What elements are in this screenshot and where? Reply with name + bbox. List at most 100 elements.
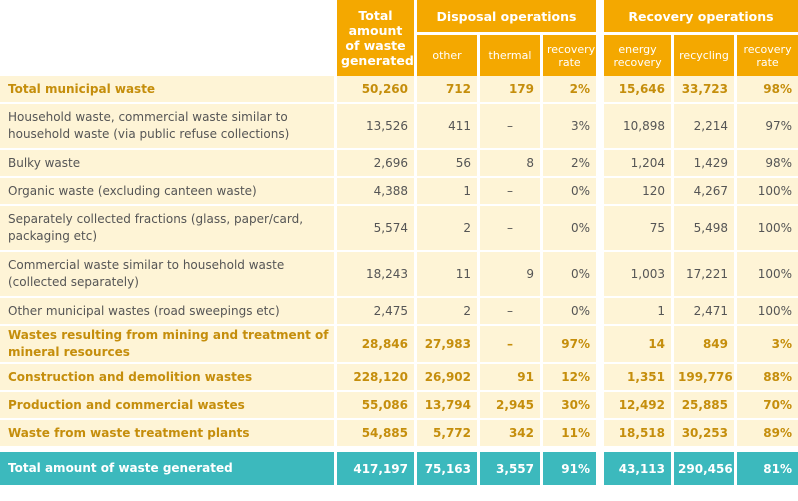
row-value: 18,243 (334, 252, 414, 298)
row-label: Household waste, commercial waste simila… (0, 104, 334, 150)
header-recovery-rate: recovery rate (734, 32, 798, 76)
row-value: 179 (477, 76, 540, 104)
total-row-label: Total amount of waste generated (0, 452, 334, 485)
row-value: 26,902 (414, 364, 477, 392)
header-disposal: Disposal operations (414, 0, 597, 32)
table-row: Construction and demolition wastes 228,12… (0, 364, 798, 392)
header-recovery-energy: energy recovery (596, 32, 672, 76)
row-value: 30% (540, 392, 597, 420)
row-value: 100% (734, 252, 798, 298)
row-value: 0% (540, 178, 597, 206)
row-value: 28,846 (334, 326, 414, 364)
row-value: 50,260 (334, 76, 414, 104)
row-value: 25,885 (671, 392, 735, 420)
total-row-value: 3,557 (477, 452, 540, 485)
row-value: 8 (477, 150, 540, 178)
row-value: 17,221 (671, 252, 735, 298)
row-value: 75 (596, 206, 672, 252)
row-value: 4,267 (671, 178, 735, 206)
header-total-line: Total (358, 8, 393, 23)
row-value: 411 (414, 104, 477, 150)
total-row-value: 43,113 (596, 452, 672, 485)
row-value: – (477, 326, 540, 364)
row-value: 100% (734, 206, 798, 252)
row-value: 27,983 (414, 326, 477, 364)
header-disposal-other: other (414, 32, 477, 76)
row-value: 2 (414, 206, 477, 252)
row-value: 0% (540, 298, 597, 326)
row-value: 849 (671, 326, 735, 364)
row-value: 0% (540, 252, 597, 298)
table-row: Separately collected fractions (glass, p… (0, 206, 798, 252)
row-label: Organic waste (excluding canteen waste) (0, 178, 334, 206)
row-value: – (477, 104, 540, 150)
row-label: Bulky waste (0, 150, 334, 178)
row-value: 2% (540, 76, 597, 104)
table-row: Bulky waste 2,696 56 8 2% 1,204 1,429 98% (0, 150, 798, 178)
row-value: 120 (596, 178, 672, 206)
row-value: 2,696 (334, 150, 414, 178)
row-label: Production and commercial wastes (0, 392, 334, 420)
row-value: 3% (540, 104, 597, 150)
total-row: Total amount of waste generated 417,197 … (0, 452, 798, 485)
row-value: 228,120 (334, 364, 414, 392)
header-disposal-thermal: thermal (477, 32, 540, 76)
table-body: Total municipal waste 50,260 712 179 2% 15,64… (0, 76, 798, 448)
row-label: Commercial waste similar to household wa… (0, 252, 334, 298)
row-label: Total municipal waste (0, 76, 334, 104)
row-label: Construction and demolition wastes (0, 364, 334, 392)
row-value: 11 (414, 252, 477, 298)
header-total-line: amount (348, 23, 403, 38)
row-value: 12,492 (596, 392, 672, 420)
row-value: 14 (596, 326, 672, 364)
row-value: 5,574 (334, 206, 414, 252)
header-total: Total amount of waste generated (334, 0, 414, 76)
row-value: 100% (734, 298, 798, 326)
row-value: 13,526 (334, 104, 414, 150)
header-recovery: Recovery operations (596, 0, 798, 32)
row-value: 1,351 (596, 364, 672, 392)
header-blank (0, 0, 334, 76)
row-value: 1,204 (596, 150, 672, 178)
row-label: Separately collected fractions (glass, p… (0, 206, 334, 252)
row-label: Waste from waste treatment plants (0, 420, 334, 448)
row-value: 89% (734, 420, 798, 448)
row-value: 70% (734, 392, 798, 420)
row-value: 9 (477, 252, 540, 298)
row-value: 33,723 (671, 76, 735, 104)
row-value: – (477, 298, 540, 326)
row-value: 13,794 (414, 392, 477, 420)
table-row: Wastes resulting from mining and treatme… (0, 326, 798, 364)
row-value: 98% (734, 76, 798, 104)
waste-table: Total amount of waste generated Disposal… (0, 0, 798, 485)
row-value: 5,498 (671, 206, 735, 252)
row-value: 4,388 (334, 178, 414, 206)
row-value: 11% (540, 420, 597, 448)
row-value: 97% (734, 104, 798, 150)
table-row: Household waste, commercial waste simila… (0, 104, 798, 150)
row-value: 342 (477, 420, 540, 448)
total-row-value: 75,163 (414, 452, 477, 485)
row-value: 2,475 (334, 298, 414, 326)
row-value: 2 (414, 298, 477, 326)
table-row: Organic waste (excluding canteen waste) 4… (0, 178, 798, 206)
table-row: Production and commercial wastes 55,086 13… (0, 392, 798, 420)
row-value: 1 (596, 298, 672, 326)
row-value: 3% (734, 326, 798, 364)
header-recovery-recycling: recycling (671, 32, 735, 76)
row-value: 18,518 (596, 420, 672, 448)
table-row: Waste from waste treatment plants 54,885 5… (0, 420, 798, 448)
table-row: Commercial waste similar to household wa… (0, 252, 798, 298)
row-value: 2,214 (671, 104, 735, 150)
row-value: 1 (414, 178, 477, 206)
row-value: 100% (734, 178, 798, 206)
row-value: – (477, 206, 540, 252)
row-value: 98% (734, 150, 798, 178)
row-value: 1,429 (671, 150, 735, 178)
row-value: 0% (540, 206, 597, 252)
header-disposal-recovery-rate: recovery rate (540, 32, 597, 76)
row-value: 1,003 (596, 252, 672, 298)
row-value: 199,776 (671, 364, 735, 392)
row-value: 56 (414, 150, 477, 178)
row-value: 10,898 (596, 104, 672, 150)
